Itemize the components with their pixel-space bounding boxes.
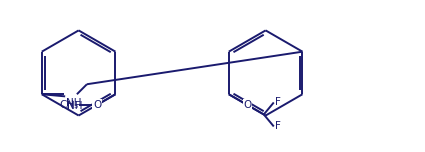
Text: CH₃: CH₃ xyxy=(59,100,78,110)
Text: O: O xyxy=(243,100,251,110)
Text: O: O xyxy=(93,100,101,110)
Text: NH: NH xyxy=(66,98,82,108)
Text: F: F xyxy=(275,121,280,131)
Text: NH: NH xyxy=(68,101,83,111)
Text: F: F xyxy=(275,97,280,107)
